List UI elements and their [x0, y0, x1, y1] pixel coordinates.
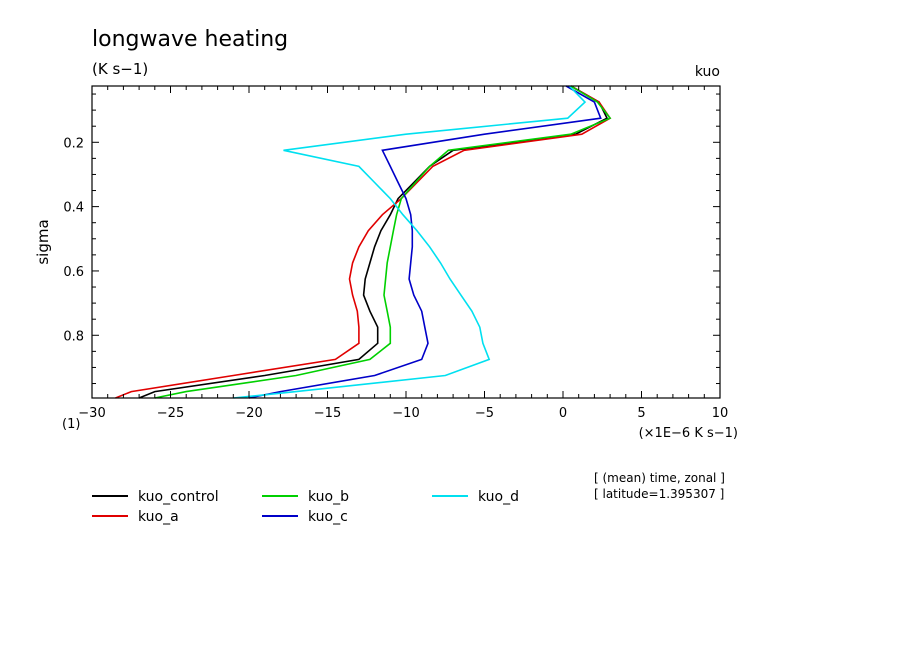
x-tick-label: −5: [475, 406, 494, 421]
x-axis-label: (×1E−6 K s−1): [639, 426, 738, 441]
x-axis: −30 −25 −20 −15 −10 −5 0 5 10: [78, 86, 728, 421]
legend-label-kuo-a: kuo_a: [138, 509, 179, 525]
annotation-line-1: [ (mean) time, zonal ]: [594, 471, 725, 485]
x-tick-label: 10: [712, 406, 729, 421]
legend-label-kuo-d: kuo_d: [478, 489, 519, 505]
series-line-kuo-b: [154, 85, 612, 399]
legend-label-kuo-c: kuo_c: [308, 509, 348, 525]
series-line-kuo-c: [248, 85, 602, 399]
annotation-line-2: [ latitude=1.395307 ]: [594, 487, 724, 501]
y-tick-label: 0.2: [63, 136, 84, 151]
series-line-kuo-a: [115, 85, 612, 399]
legend: kuo_control kuo_a kuo_b kuo_c kuo_d: [92, 489, 519, 525]
x-tick-label: −10: [392, 406, 419, 421]
y-tick-label: 0.4: [63, 201, 84, 216]
x-tick-label: −15: [314, 406, 341, 421]
x-tick-label: −20: [235, 406, 262, 421]
x-tick-label: 0: [559, 406, 567, 421]
y-tick-label: 0.8: [63, 329, 84, 344]
plot-lines: [115, 85, 612, 399]
experiment-label: kuo: [695, 64, 720, 80]
y-tick-label: 0.6: [63, 265, 84, 280]
x-tick-label: −25: [157, 406, 184, 421]
chart-title: longwave heating: [92, 27, 288, 52]
y-axis: 0.2 0.4 0.6 0.8: [63, 93, 720, 385]
y-unit-label: (1): [62, 417, 80, 432]
chart-units: (K s−1): [92, 60, 148, 78]
legend-label-kuo-b: kuo_b: [308, 489, 349, 505]
x-tick-label: −30: [78, 406, 105, 421]
legend-label-kuo-control: kuo_control: [138, 489, 219, 505]
series-line-kuo-d: [233, 85, 587, 399]
y-axis-label: sigma: [34, 219, 52, 264]
x-tick-label: 5: [637, 406, 645, 421]
